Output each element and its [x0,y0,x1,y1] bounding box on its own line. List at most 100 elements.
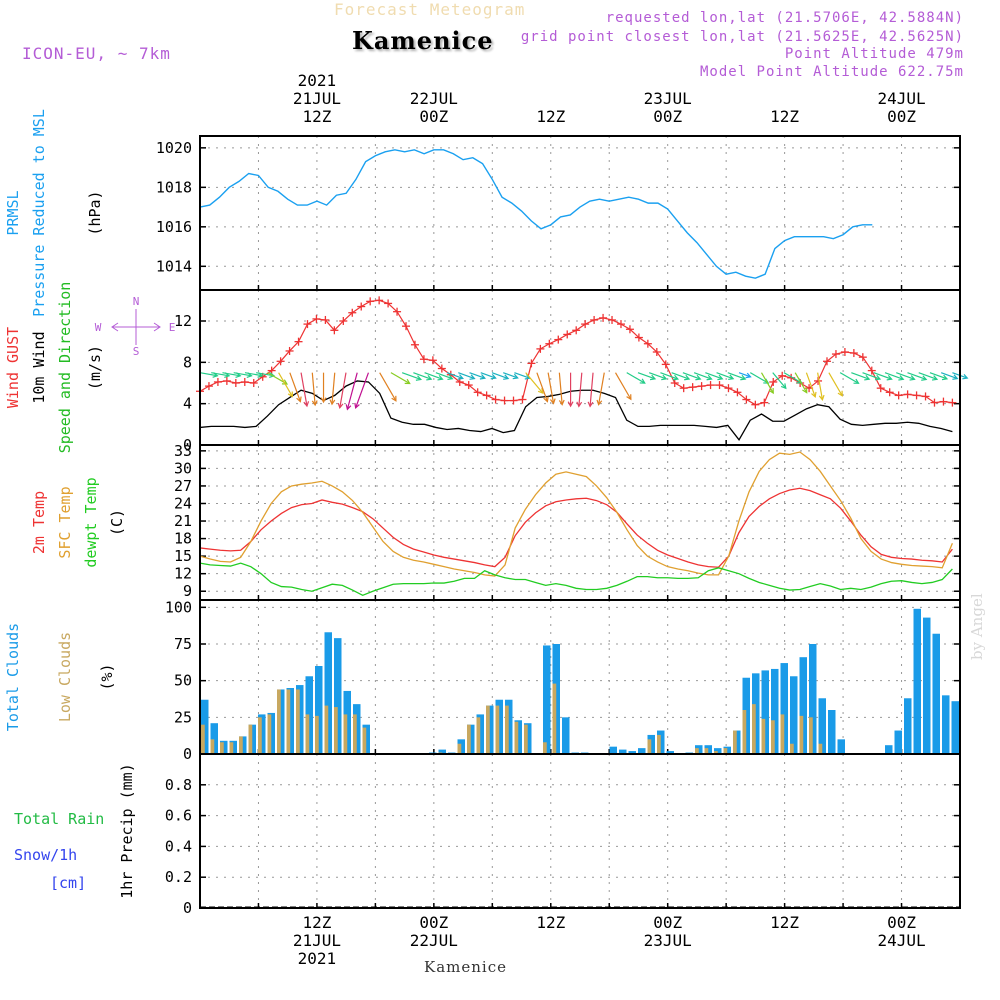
time-label-top: 21JUL [293,89,341,108]
low-cloud-bar [343,714,348,754]
wind-arrow-head [886,375,893,381]
wind-arrow [233,372,252,377]
panel-ylabel: 10m Wind [30,331,48,403]
gust-line [199,299,953,406]
wind-arrow-head [404,378,411,385]
wind-arrow [738,372,751,378]
wind-arrow-head [811,391,817,399]
total-cloud-bar [932,633,940,754]
total-cloud-bar [885,745,893,754]
time-label-bottom: 21JUL [293,931,341,950]
low-cloud-bar [657,734,661,754]
wind-arrow [907,372,927,381]
low-cloud-bar [353,714,357,754]
low-cloud-bar [505,705,509,754]
wind-arrow-head [503,374,510,380]
wind-arrow-head [909,375,916,381]
y-tick-label: 12 [174,565,192,583]
low-cloud-bar [818,743,823,754]
total-cloud-bar [315,666,323,754]
time-label-bottom: 12Z [302,913,331,932]
wind-arrow [558,372,563,405]
time-label-top: 2021 [298,71,337,90]
low-cloud-bar [457,743,462,754]
wind-arrow-head [717,374,724,381]
wind-arrow-head [537,388,544,395]
total-cloud-bar [334,638,342,754]
time-label-bottom: 12Z [536,913,565,932]
wind-arrow-head [558,399,565,406]
y-tick-label: 33 [174,442,192,460]
wind-arrow-head [740,374,747,381]
precip-unit-label: [cm] [50,874,86,892]
wind-arrow-head [639,378,646,384]
total-cloud-bar [951,701,959,754]
y-tick-label: 27 [174,477,192,495]
wind-speed-line [199,380,953,441]
panel-frame-precip [199,753,961,909]
panel-frame-pressure [199,135,961,291]
total-cloud-bar [628,751,636,754]
low-cloud-bar [286,689,291,754]
y-tick-label: 50 [174,672,192,690]
low-cloud-bar [248,724,253,754]
time-label-top: 12Z [536,107,565,126]
point-altitude: Point Altitude 479m [784,46,964,62]
wind-arrow [817,372,824,400]
low-cloud-bar [704,748,709,754]
time-label-top: 24JUL [877,89,925,108]
wind-arrow [331,372,336,405]
wind-arrow-head [479,374,487,380]
wind-arrow-head [921,375,928,381]
time-label-bottom: 00Z [653,913,682,932]
wind-arrow-head [596,399,603,406]
wind-arrow [339,372,347,408]
wind-arrow [896,372,915,380]
low-cloud-bar [524,724,528,754]
time-label-top: 12Z [302,107,331,126]
wind-arrow [682,372,701,380]
wind-arrow [300,372,308,407]
low-cloud-bar [296,689,300,754]
wind-arrow [480,372,496,379]
wind-arrow [839,372,859,384]
wind-arrow-head [576,401,583,408]
wind-arrow-head [543,396,549,403]
wind-arrow [199,372,218,377]
panel-ylabel: Pressure Reduced to MSL [30,109,48,317]
total-cloud-bar [942,695,950,754]
low-cloud-bar [267,714,272,754]
wind-arrow [598,372,605,405]
panel-ylabel: PRMSL [4,190,22,235]
precip-ylabel: 1hr Precip (mm) [118,763,136,898]
low-cloud-bar [258,717,262,754]
low-cloud-bar [733,730,737,754]
compass-e: E [169,321,176,334]
y-tick-label: 30 [174,459,192,477]
wind-arrow [446,372,464,379]
total-cloud-bar [324,632,332,754]
time-label-top: 12Z [770,107,799,126]
wind-arrow-head [837,390,843,397]
low-cloud-bar [514,721,519,754]
panel-ylabel: Speed and Direction [56,282,74,454]
panel-ylabel: dewpt Temp [82,477,100,567]
time-label-top: 22JUL [410,89,458,108]
low-cloud-bar [723,748,728,754]
wind-arrow-head [437,375,444,381]
wind-arrow [401,372,422,381]
temp-line-dew [199,562,953,597]
model-label: ICON-EU, ~ 7km [22,44,171,63]
time-label-bottom: 00Z [887,913,916,932]
panel-ylabel: Wind GUST [4,327,22,408]
low-cloud-bar [552,683,557,754]
wind-arrow-head [931,375,939,381]
low-cloud-bar [305,714,310,754]
low-cloud-bar [362,727,367,754]
wind-arrow-head [818,394,825,402]
total-cloud-bar [923,617,931,754]
wind-arrow-head [898,375,905,381]
y-tick-label: 0.4 [165,837,192,855]
wind-arrow-head [281,379,289,385]
